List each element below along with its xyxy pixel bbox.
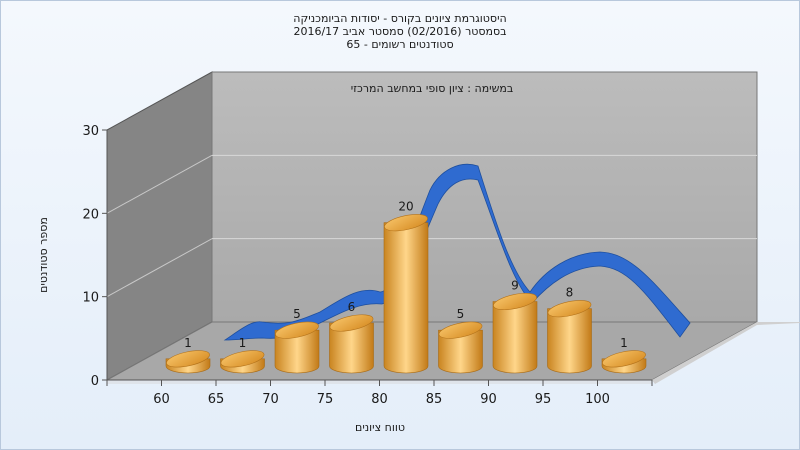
bar-85: 5 (438, 307, 483, 374)
bar-95: 8 (547, 286, 592, 374)
x-tick-label: 70 (262, 392, 279, 407)
bar-body (492, 301, 538, 374)
x-tick-label: 95 (535, 392, 552, 407)
y-tick-label: 0 (91, 374, 99, 389)
bar-value-label: 9 (511, 279, 519, 293)
bar-80: 20 (383, 200, 429, 374)
bar-value-label: 5 (293, 307, 301, 321)
bar-body (274, 329, 320, 374)
bars-layer: 1 1 5 6 20 5 9 8 1 (165, 200, 647, 374)
bar-value-label: 5 (457, 307, 465, 321)
bar-top (602, 350, 646, 368)
y-axis-ticks: 0 10 20 30 (82, 124, 107, 389)
bar-value-label: 1 (184, 336, 192, 350)
y-tick-label: 10 (82, 291, 99, 306)
bar-value-label: 20 (398, 200, 413, 214)
x-tick-label: 80 (371, 392, 388, 407)
bar-top (166, 350, 210, 368)
bar-value-label: 1 (620, 336, 628, 350)
bar-top (438, 321, 483, 339)
bar-top (329, 314, 374, 332)
gridlines (106, 154, 757, 298)
chart-title-line-1: היסטוגרמת ציונים בקורס - יסודות הביומכני… (293, 12, 506, 25)
bar-body (383, 222, 429, 374)
bar-70: 5 (274, 307, 320, 374)
bar-65: 1 (220, 336, 265, 374)
bar-top (275, 321, 319, 339)
bar-top (493, 292, 537, 311)
x-tick-label: 90 (480, 392, 497, 407)
distribution-curve (223, 164, 691, 341)
bar-top (220, 350, 265, 368)
y-axis-label: מספר סטודנטים (37, 217, 50, 293)
x-axis-ticks: 60 65 70 75 80 85 90 95 100 (106, 380, 653, 407)
bar-body (438, 329, 483, 374)
bar-top (547, 300, 592, 318)
chart-title-line-3: סטודנטים רשומים - 65 (346, 38, 453, 51)
bar-value-label: 8 (566, 286, 574, 300)
bar-100: 1 (601, 336, 647, 374)
bar-60: 1 (165, 336, 211, 374)
x-tick-label: 100 (585, 392, 610, 407)
bar-75: 6 (329, 300, 374, 374)
bar-top (384, 214, 428, 232)
x-tick-label: 85 (426, 392, 443, 407)
bar-90: 9 (492, 279, 538, 374)
x-tick-label: 75 (317, 392, 334, 407)
bar-body (547, 308, 592, 374)
bar-body (329, 322, 374, 374)
bar-value-label: 6 (348, 300, 356, 314)
x-tick-label: 60 (153, 392, 170, 407)
bar-value-label: 1 (239, 336, 247, 350)
gridline-side (106, 154, 213, 214)
y-tick-label: 20 (82, 207, 99, 222)
gridline-side (106, 238, 213, 298)
y-tick-label: 30 (82, 124, 99, 139)
x-axis-label: טווח ציונים (355, 421, 405, 434)
chart-subtitle: במשימה : ציון סופי במחשב המרכזי (351, 82, 514, 95)
chart-title-line-2: בסמסטר (02/2016) סמסטר אביב 2016/17 (293, 25, 506, 38)
x-tick-label: 65 (208, 392, 225, 407)
